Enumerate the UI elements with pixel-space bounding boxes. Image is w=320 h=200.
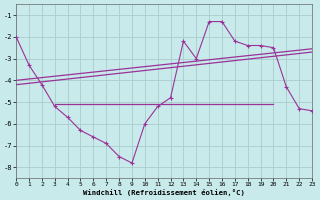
X-axis label: Windchill (Refroidissement éolien,°C): Windchill (Refroidissement éolien,°C) [83, 189, 245, 196]
